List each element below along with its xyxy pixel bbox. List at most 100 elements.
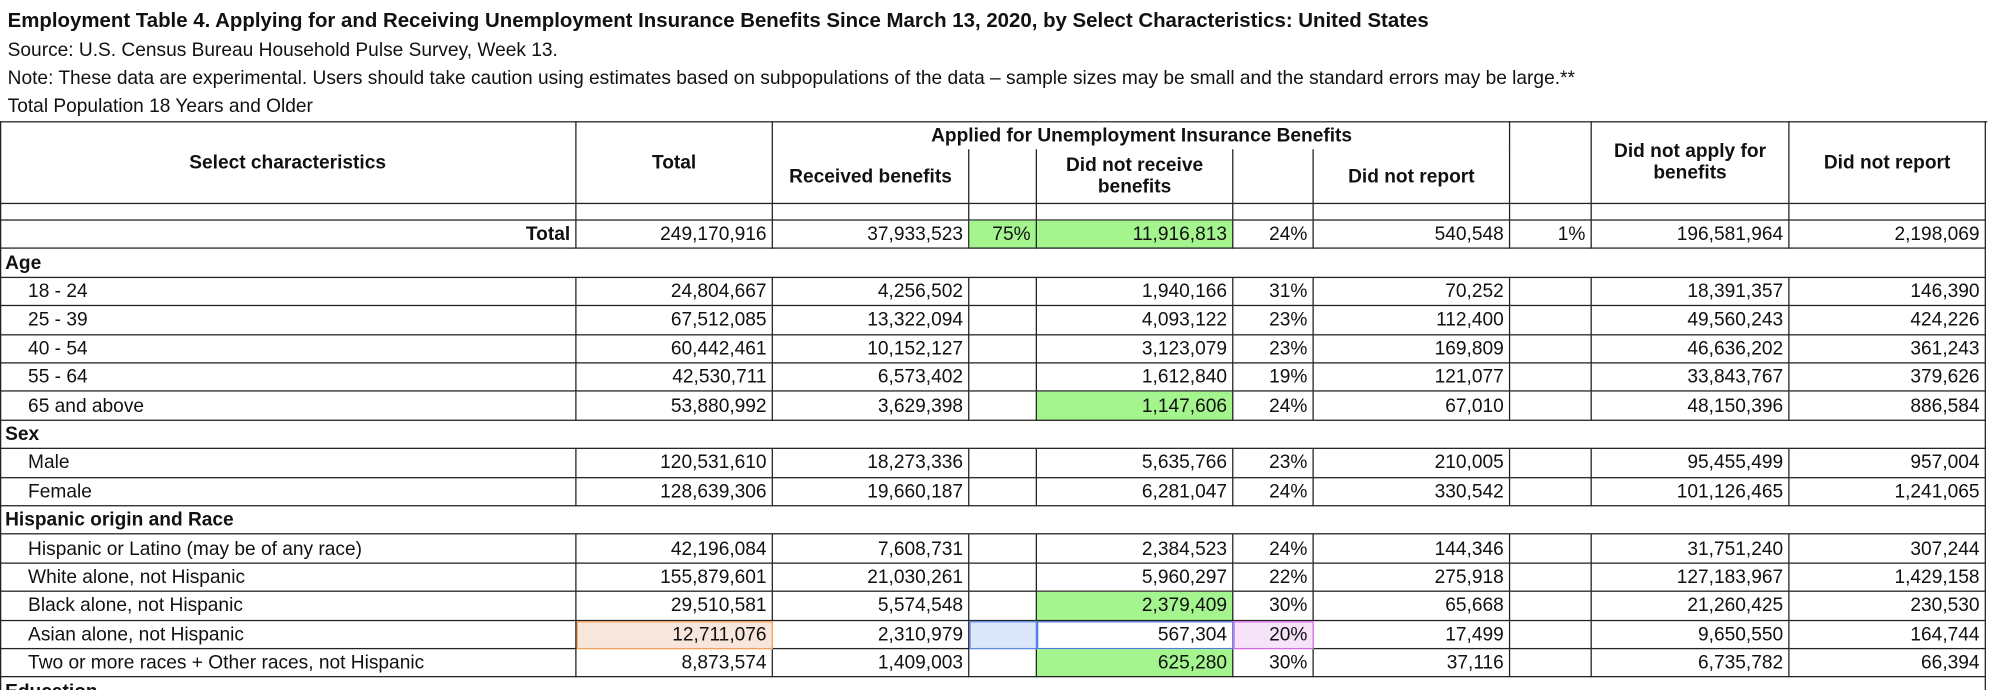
data-cell: 70,252 (1313, 277, 1511, 307)
empty-cell (1510, 392, 1592, 421)
data-cell: 4,256,502 (772, 277, 970, 307)
data-cell: 31,751,240 (1591, 534, 1790, 564)
data-cell: 60,442,461 (576, 334, 773, 364)
data-cell: 230,530 (1789, 592, 1986, 621)
empty-cell (1510, 449, 1592, 478)
empty-cell (969, 620, 1037, 650)
row-label: Two or more races + Other races, not His… (0, 649, 577, 678)
data-cell: 275,918 (1313, 563, 1511, 593)
data-cell: 424,226 (1789, 306, 1986, 335)
empty-cell (1510, 534, 1592, 564)
data-cell: 53,880,992 (576, 392, 773, 421)
data-cell: 164,744 (1789, 620, 1986, 650)
table-title: Employment Table 4. Applying for and Rec… (7, 10, 1429, 32)
row-label: White alone, not Hispanic (0, 563, 577, 593)
data-cell: 128,639,306 (576, 477, 773, 507)
spacer-cell (1789, 204, 1986, 221)
data-cell: 5,635,766 (1036, 449, 1234, 478)
section-label: Education (0, 677, 1986, 690)
data-cell: 2,379,409 (1036, 592, 1234, 621)
data-cell: 196,581,964 (1591, 220, 1790, 250)
data-cell: 1,612,840 (1036, 363, 1234, 393)
data-cell: 1,940,166 (1036, 277, 1234, 307)
data-cell: 9,650,550 (1591, 620, 1790, 650)
data-cell: 67,010 (1313, 392, 1511, 421)
data-cell: 4,093,122 (1036, 306, 1234, 335)
data-cell: 66,394 (1789, 649, 1986, 678)
data-cell: 24% (1233, 220, 1314, 250)
data-cell: 567,304 (1036, 620, 1234, 650)
data-cell: 21,030,261 (772, 563, 970, 593)
data-cell: 127,183,967 (1591, 563, 1790, 593)
data-cell: 17,499 (1313, 620, 1511, 650)
data-cell: 22% (1233, 563, 1314, 593)
spacer-cell (772, 204, 970, 221)
data-cell: 7,608,731 (772, 534, 970, 564)
data-cell: 144,346 (1313, 534, 1511, 564)
header-cell: Did not report (1313, 149, 1511, 205)
data-cell: 1,241,065 (1789, 477, 1986, 507)
row-label: Black alone, not Hispanic (0, 592, 577, 621)
data-cell: 23% (1233, 306, 1314, 335)
header-cell: Select characteristics (0, 121, 577, 205)
data-cell: 169,809 (1313, 334, 1511, 364)
data-cell: 37,933,523 (772, 220, 970, 250)
spacer-cell (969, 204, 1037, 221)
empty-cell (969, 477, 1037, 507)
data-cell: 540,548 (1313, 220, 1511, 250)
table-frame (0, 121, 1988, 690)
empty-cell (1510, 363, 1592, 393)
spacer-cell (1591, 204, 1790, 221)
data-cell: 23% (1233, 334, 1314, 364)
data-cell: 155,879,601 (576, 563, 773, 593)
empty-cell (969, 649, 1037, 678)
data-cell: 33,843,767 (1591, 363, 1790, 393)
data-cell: 19,660,187 (772, 477, 970, 507)
empty-cell (1510, 620, 1592, 650)
data-cell: 19% (1233, 363, 1314, 393)
data-cell: 210,005 (1313, 449, 1511, 478)
data-cell: 625,280 (1036, 649, 1234, 678)
data-cell: 21,260,425 (1591, 592, 1790, 621)
population-note: Total Population 18 Years and Older (7, 95, 313, 118)
data-cell: 1,429,158 (1789, 563, 1986, 593)
data-cell: 30% (1233, 649, 1314, 678)
empty-cell (969, 277, 1037, 307)
data-cell: 120,531,610 (576, 449, 773, 478)
data-cell: 361,243 (1789, 334, 1986, 364)
empty-cell (969, 306, 1037, 335)
header-cell: Did not receive benefits (1036, 149, 1234, 205)
data-cell: 1,409,003 (772, 649, 970, 678)
data-cell: 24,804,667 (576, 277, 773, 307)
data-cell: 249,170,916 (576, 220, 773, 250)
data-cell: 49,560,243 (1591, 306, 1790, 335)
header-cell: Total (576, 121, 773, 205)
data-cell: 10,152,127 (772, 334, 970, 364)
empty-cell (1510, 334, 1592, 364)
data-cell: 5,574,548 (772, 592, 970, 621)
row-label: Hispanic or Latino (may be of any race) (0, 534, 577, 564)
data-cell: 23% (1233, 449, 1314, 478)
data-cell: 67,512,085 (576, 306, 773, 335)
empty-cell (1510, 306, 1592, 335)
data-cell: 24% (1233, 534, 1314, 564)
data-cell: 6,281,047 (1036, 477, 1234, 507)
empty-cell (1510, 592, 1592, 621)
empty-cell (969, 363, 1037, 393)
spacer-cell (0, 204, 577, 221)
data-cell: 886,584 (1789, 392, 1986, 421)
data-cell: 11,916,813 (1036, 220, 1234, 250)
empty-cell (1510, 477, 1592, 507)
data-cell: 957,004 (1789, 449, 1986, 478)
data-cell: 1,147,606 (1036, 392, 1234, 421)
header-cell (1510, 121, 1592, 205)
row-label: Asian alone, not Hispanic (0, 620, 577, 650)
empty-cell (1510, 563, 1592, 593)
data-cell: 379,626 (1789, 363, 1986, 393)
data-cell: 3,123,079 (1036, 334, 1234, 364)
header-cell: Did not apply for benefits (1591, 121, 1790, 205)
header-group-border (773, 121, 1511, 150)
header-cell: Did not report (1789, 121, 1986, 205)
data-cell: 24% (1233, 477, 1314, 507)
row-label: 65 and above (0, 392, 577, 421)
